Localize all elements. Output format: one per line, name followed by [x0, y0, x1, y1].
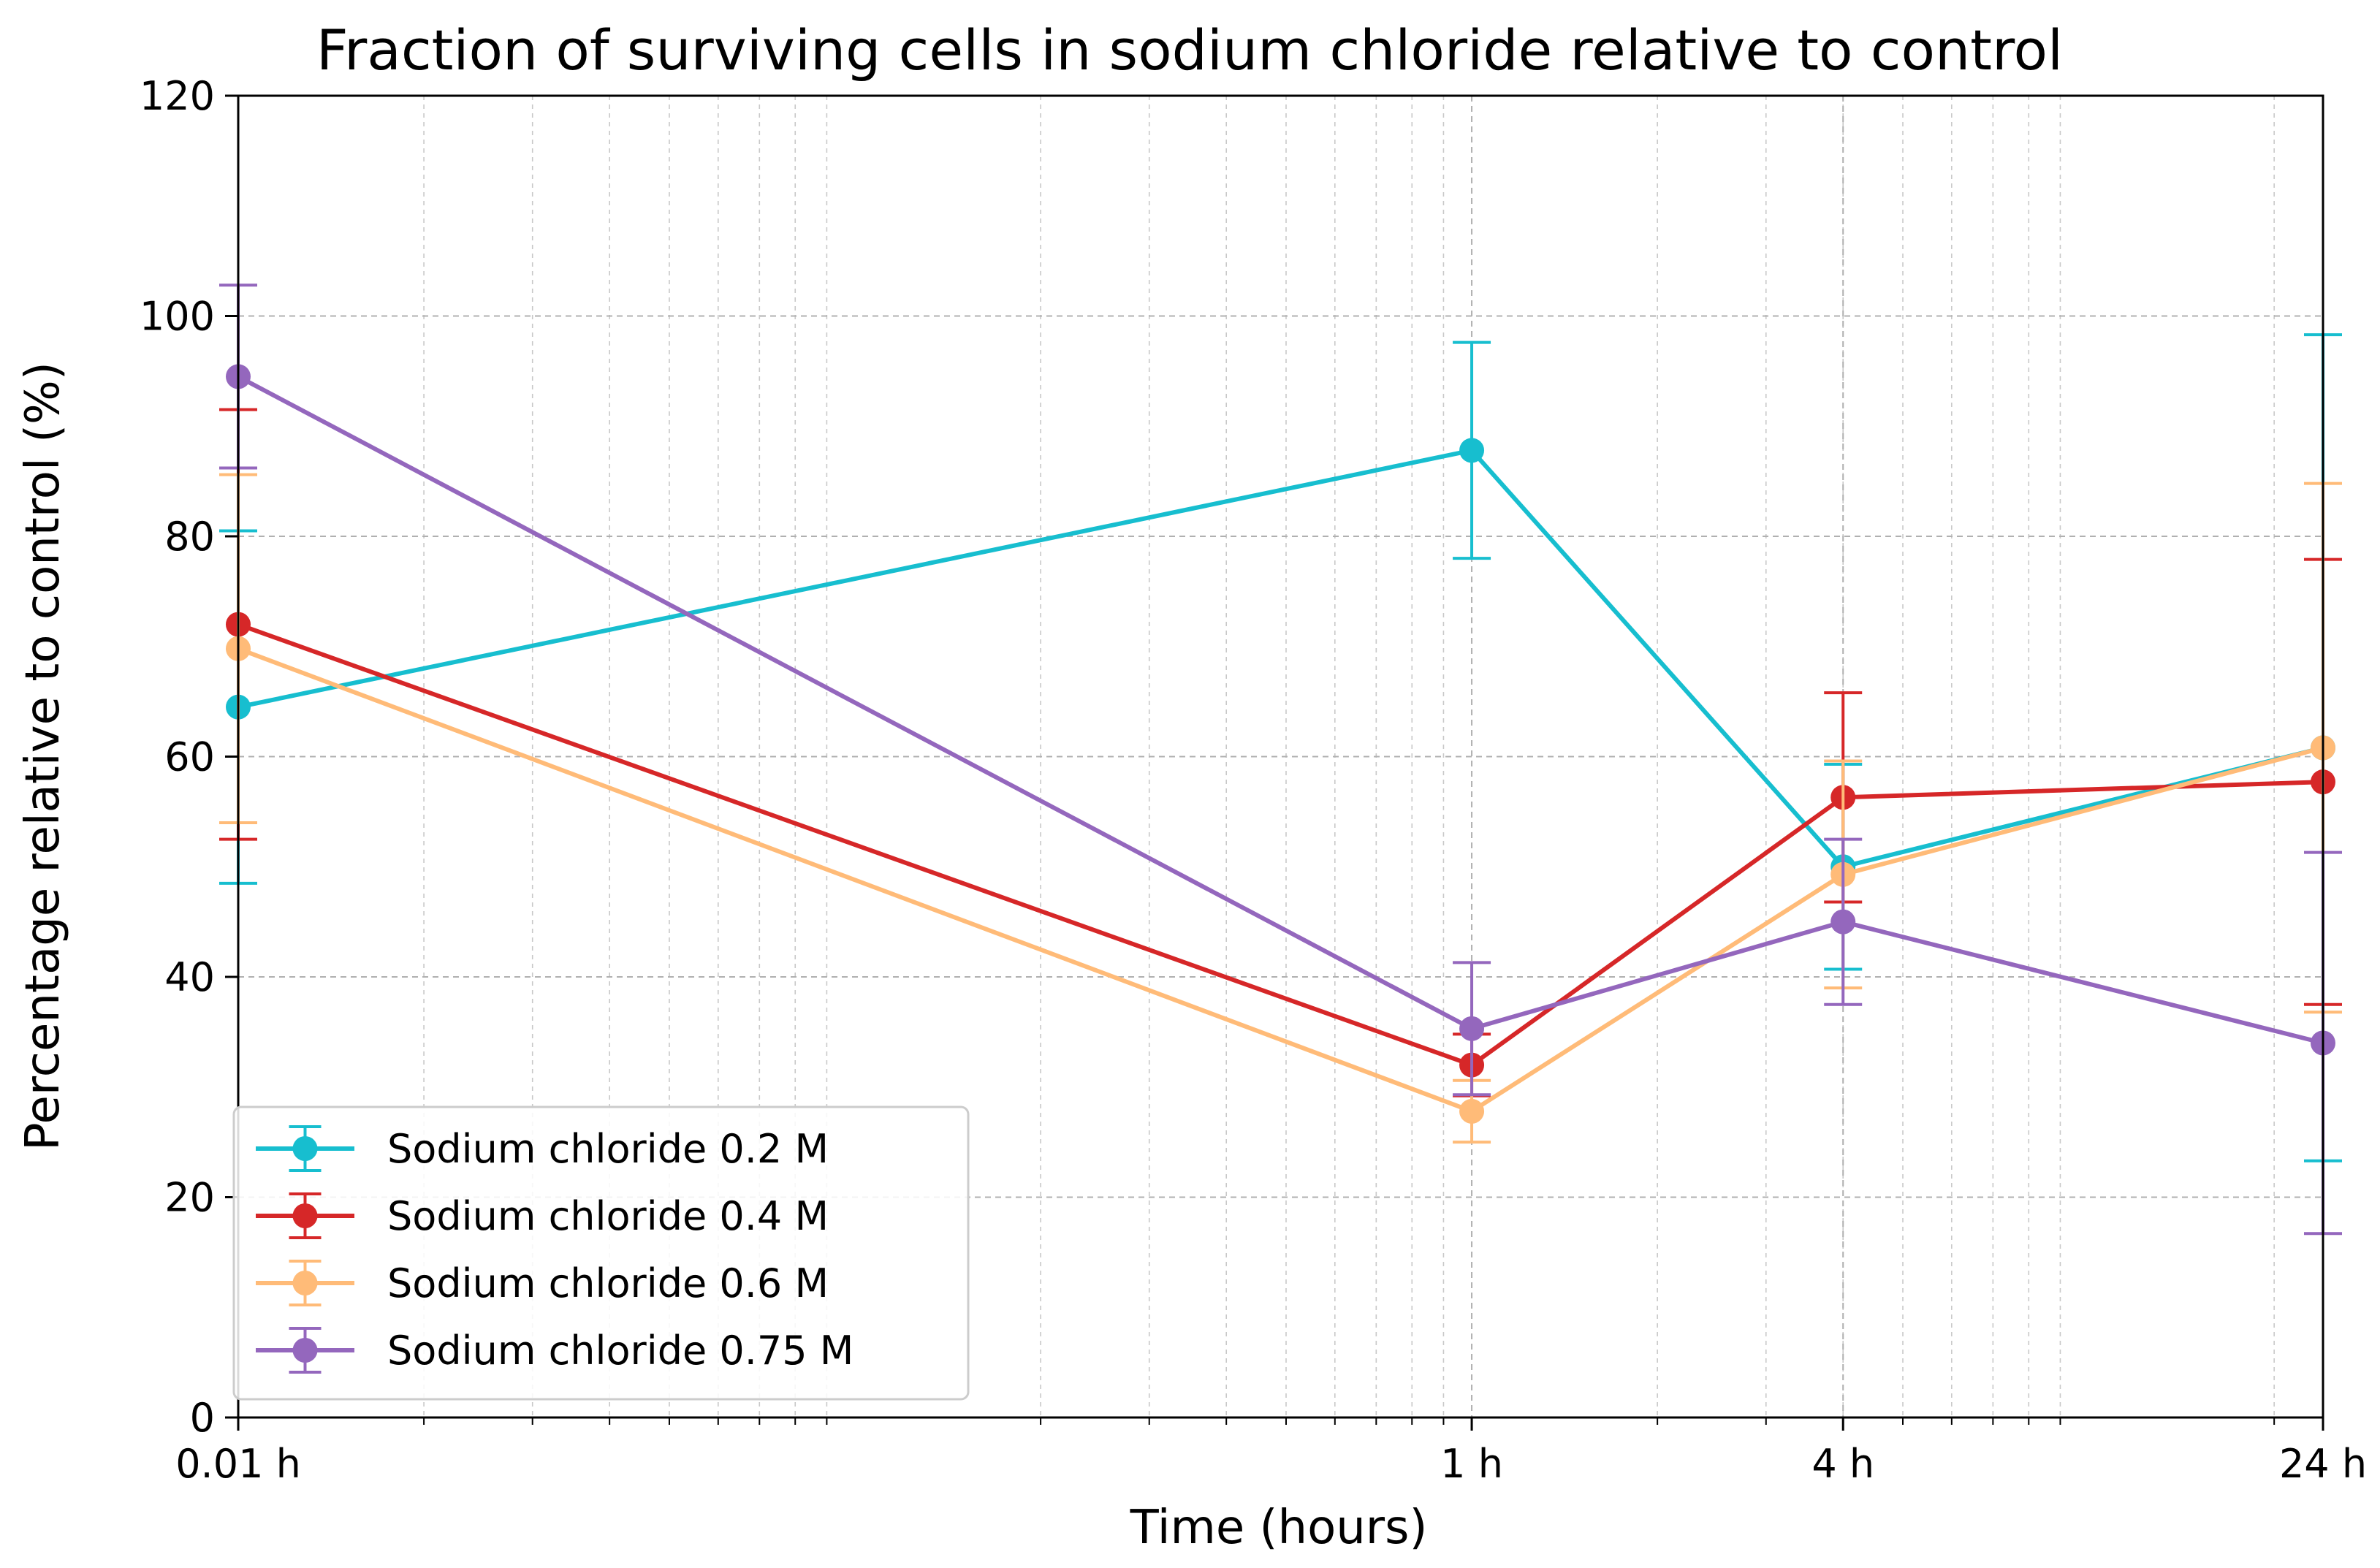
y-tick-label: 100 [140, 294, 215, 340]
legend-marker [292, 1203, 318, 1228]
data-point [1459, 1098, 1485, 1124]
legend-label: Sodium chloride 0.4 M [387, 1193, 829, 1239]
y-tick-label: 0 [190, 1395, 215, 1441]
legend-label: Sodium chloride 0.75 M [387, 1328, 853, 1374]
legend-entry-4: Sodium chloride 0.75 M [256, 1327, 853, 1374]
y-tick-label: 60 [164, 734, 215, 780]
axis-ticks: 0.01 h 1 h 4 h 24 h 0 20 40 60 80 100 120 [140, 73, 2367, 1487]
y-tick-label: 80 [164, 514, 215, 560]
legend-entry-1: Sodium chloride 0.2 M [256, 1125, 829, 1172]
legend-box [232, 1105, 970, 1401]
data-point [1459, 438, 1485, 463]
x-axis-label: Time (hours) [1130, 1501, 1428, 1555]
legend-label: Sodium chloride 0.6 M [387, 1260, 829, 1306]
y-tick-label: 20 [164, 1175, 215, 1221]
x-tick-label: 1 h [1440, 1441, 1503, 1487]
legend-label: Sodium chloride 0.2 M [387, 1126, 829, 1172]
chart-title: Fraction of surviving cells in sodium ch… [316, 18, 2063, 83]
y-tick-label: 40 [164, 954, 215, 1000]
x-tick-label: 24 h [2279, 1441, 2367, 1487]
y-tick-label: 120 [140, 73, 215, 119]
series-line [237, 646, 2324, 1114]
series-line [237, 448, 2324, 869]
legend-marker [292, 1338, 318, 1363]
x-tick-label: 0.01 h [175, 1441, 301, 1487]
series-line [237, 374, 2324, 1046]
legend-marker [292, 1271, 318, 1295]
x-tick-label: 4 h [1811, 1441, 1874, 1487]
series-line [237, 622, 2324, 1067]
legend-entry-2: Sodium chloride 0.4 M [256, 1192, 829, 1239]
legend-marker [292, 1136, 318, 1161]
data-point [1459, 1016, 1485, 1041]
legend-entry-3: Sodium chloride 0.6 M [256, 1260, 829, 1306]
grid [237, 95, 2324, 1418]
y-axis-label: Percentage relative to control (%) [16, 362, 70, 1151]
legend: Sodium chloride 0.2 M Sodium chloride 0.4… [232, 1105, 970, 1401]
data-point [1830, 909, 1856, 935]
